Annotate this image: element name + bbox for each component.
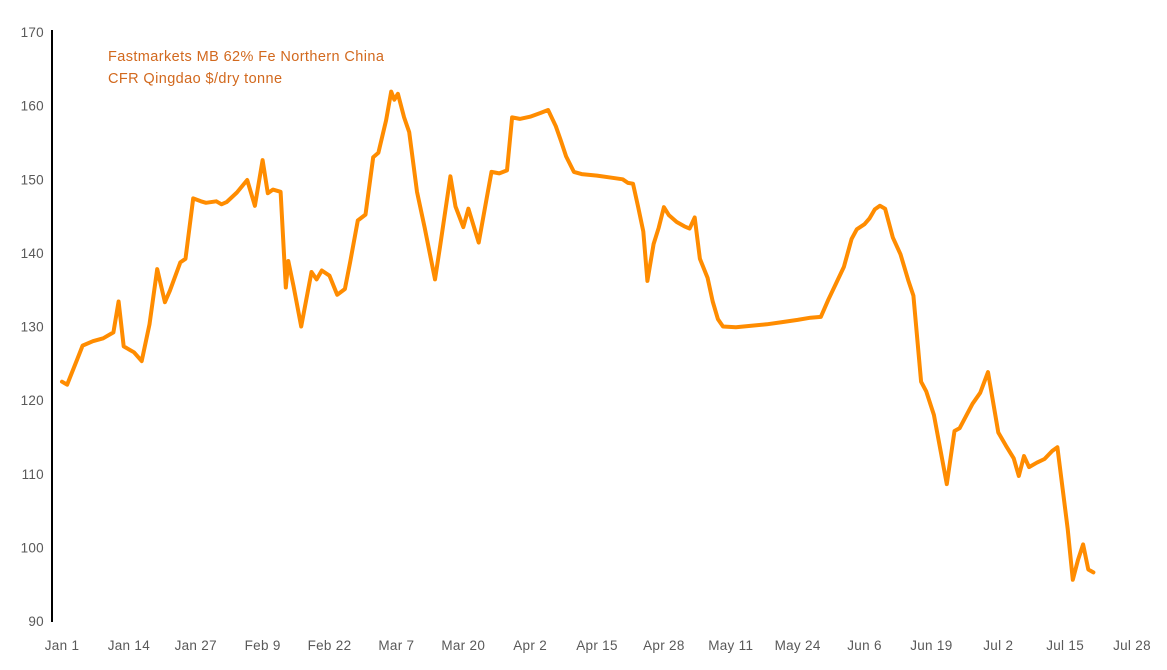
x-axis-tick-label: Feb 9 xyxy=(245,638,281,653)
x-axis-tick-label: Jan 1 xyxy=(45,638,80,653)
y-axis-tick-label: 110 xyxy=(22,467,44,482)
y-axis-tick-label: 130 xyxy=(21,320,44,335)
chart-title-line-2: CFR Qingdao $/dry tonne xyxy=(108,71,283,87)
x-axis-tick-label: Jan 14 xyxy=(108,638,151,653)
x-axis-tick-label: Jan 27 xyxy=(175,638,217,653)
x-axis-tick-label: Mar 7 xyxy=(378,638,414,653)
x-axis-tick-label: May 11 xyxy=(708,638,753,653)
y-axis-tick-label: 170 xyxy=(21,25,44,40)
y-axis-tick-label: 90 xyxy=(28,614,44,629)
y-axis-tick-label: 120 xyxy=(21,393,44,408)
x-axis-tick-label: Apr 28 xyxy=(643,638,685,653)
x-axis-tick-label: May 24 xyxy=(775,638,821,653)
x-axis-tick-label: Jul 2 xyxy=(983,638,1013,653)
x-axis-tick-label: Jun 6 xyxy=(847,638,882,653)
y-axis-tick-label: 100 xyxy=(21,540,44,555)
x-axis-tick-label: Apr 2 xyxy=(513,638,547,653)
x-axis-tick-label: Jun 19 xyxy=(910,638,952,653)
x-axis-tick-label: Jul 28 xyxy=(1113,638,1151,653)
chart-title: Fastmarkets MB 62% Fe Northern China CFR… xyxy=(108,46,384,90)
y-axis-tick-label: 160 xyxy=(21,99,44,114)
price-line-series xyxy=(60,89,1096,582)
x-axis-tick-label: Apr 15 xyxy=(576,638,618,653)
y-axis-tick-label: 140 xyxy=(21,246,44,261)
x-axis-tick-label: Jul 15 xyxy=(1046,638,1084,653)
y-axis-tick-label: 150 xyxy=(21,172,44,187)
chart-title-line-1: Fastmarkets MB 62% Fe Northern China xyxy=(108,49,385,65)
x-axis-tick-label: Mar 20 xyxy=(441,638,485,653)
x-axis-tick-label: Feb 22 xyxy=(308,638,352,653)
